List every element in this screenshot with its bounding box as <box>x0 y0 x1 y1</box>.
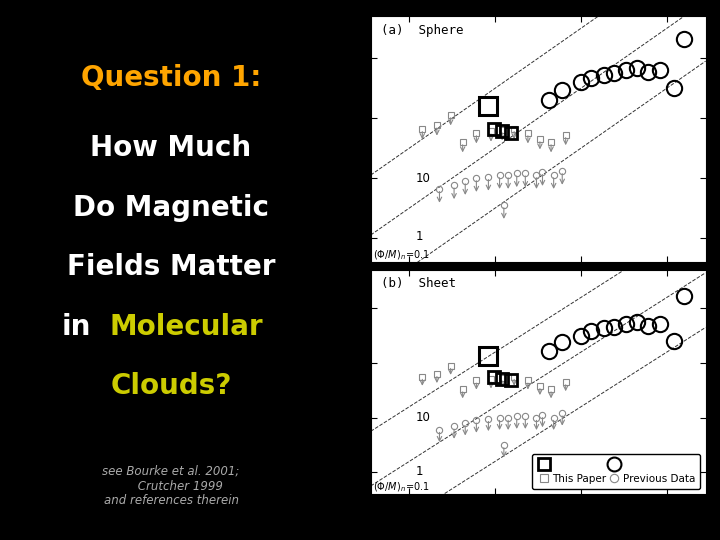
Text: $(\Phi/M)_n\!=\!0.1$: $(\Phi/M)_n\!=\!0.1$ <box>374 248 431 261</box>
Text: $(\Phi/M)_n\!=\!0.1$: $(\Phi/M)_n\!=\!0.1$ <box>374 481 431 494</box>
Text: log $B_{los}$  ($\mu$G): log $B_{los}$ ($\mu$G) <box>349 230 366 310</box>
Text: see Bourke et al. 2001;
     Crutcher 1999
and references therein: see Bourke et al. 2001; Crutcher 1999 an… <box>102 464 240 508</box>
Text: in: in <box>61 313 91 341</box>
Text: How Much: How Much <box>91 134 251 163</box>
Legend: , This Paper, , Previous Data: , This Paper, , Previous Data <box>532 454 701 489</box>
Text: (b)  Sheet: (b) Sheet <box>381 276 456 290</box>
Text: Clouds?: Clouds? <box>110 372 232 400</box>
Text: Question 1:: Question 1: <box>81 64 261 92</box>
Text: Fields Matter: Fields Matter <box>67 253 275 281</box>
Text: Molecular: Molecular <box>109 313 263 341</box>
Text: 1: 1 <box>415 230 423 243</box>
X-axis label: log $N$(H$_2$)  (cm$^{-2}$): log $N$(H$_2$) (cm$^{-2}$) <box>481 513 595 533</box>
Text: (a)  Sphere: (a) Sphere <box>381 24 464 37</box>
Text: Do Magnetic: Do Magnetic <box>73 194 269 222</box>
Text: 10: 10 <box>415 411 431 424</box>
Text: 1: 1 <box>415 464 423 478</box>
Text: 10: 10 <box>415 172 431 185</box>
